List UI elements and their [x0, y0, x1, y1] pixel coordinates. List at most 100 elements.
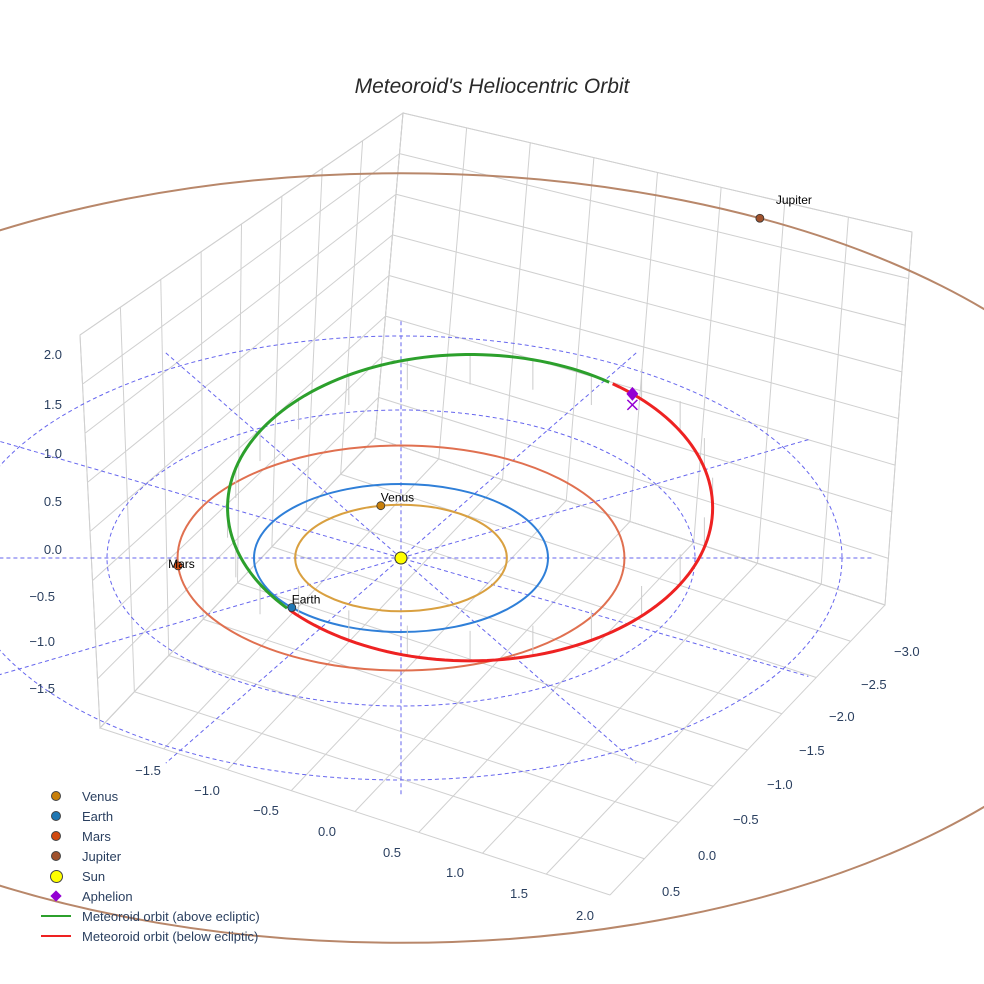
ecliptic-radial	[165, 352, 637, 764]
x-tick-label: 1.0	[446, 865, 464, 880]
legend-label: Earth	[82, 808, 114, 824]
x-stroke	[626, 399, 638, 411]
gridline	[374, 437, 886, 606]
planet-label-venus: Venus	[381, 491, 414, 505]
legend-label: Meteoroid orbit (above ecliptic)	[82, 908, 260, 924]
y-tick-label: −2.5	[861, 677, 887, 692]
legend-item[interactable]: Sun	[40, 866, 260, 886]
legend-label: Aphelion	[82, 888, 133, 904]
legend: Venus Earth Mars Jupiter Sun Aphelion Meteoroi…	[40, 786, 260, 946]
orbit-jupiter	[0, 172, 984, 944]
legend-item[interactable]: Jupiter	[40, 846, 260, 866]
gridline	[820, 217, 849, 585]
gridline	[757, 202, 786, 564]
gridline	[271, 546, 783, 715]
gridline	[545, 583, 822, 875]
ecliptic-radial	[0, 440, 809, 677]
aphelion-marker	[626, 386, 639, 401]
legend-item[interactable]: Meteoroid orbit (below ecliptic)	[40, 926, 260, 946]
planet-mars	[173, 561, 183, 571]
orbit-mars	[176, 444, 626, 672]
legend-label: Jupiter	[82, 848, 122, 864]
ecliptic-radial	[165, 352, 637, 764]
gridline	[693, 187, 722, 543]
y-tick-label: −0.5	[733, 812, 759, 827]
legend-symbol-diamond-icon	[40, 890, 72, 902]
legend-item[interactable]: Aphelion	[40, 886, 260, 906]
x-tick-label: 1.5	[510, 886, 528, 901]
z-tick-label: 0.5	[44, 494, 62, 509]
planet-label-mars: Mars	[168, 557, 195, 571]
gridline	[392, 234, 903, 373]
gridline	[271, 196, 283, 547]
meteoroid-orbit-below	[288, 382, 715, 663]
legend-label: Sun	[82, 868, 106, 884]
planet-venus	[376, 501, 386, 511]
legend-item[interactable]: Mars	[40, 826, 260, 846]
z-tick-label: 2.0	[44, 347, 62, 362]
legend-item[interactable]: Earth	[40, 806, 260, 826]
gridline	[354, 521, 631, 812]
z-tick-label: 0.0	[44, 542, 62, 557]
aphelion-projection-x	[626, 399, 638, 411]
gridline	[374, 112, 404, 439]
gridline	[305, 168, 323, 511]
gridline	[84, 193, 397, 434]
legend-item[interactable]: Venus	[40, 786, 260, 806]
gridline	[89, 275, 390, 532]
x-tick-label: 0.0	[318, 824, 336, 839]
legend-symbol-line-icon	[40, 915, 72, 917]
y-tick-label: −1.5	[799, 743, 825, 758]
z-tick-label: −0.5	[29, 589, 55, 604]
gridline	[609, 604, 886, 896]
legend-symbol-dot-icon	[40, 811, 72, 821]
x-tick-label: 0.5	[383, 845, 401, 860]
legend-symbol-dot-icon	[40, 791, 72, 801]
x-tick-label: −0.5	[253, 803, 279, 818]
gridline	[884, 231, 913, 606]
planet-jupiter	[755, 213, 765, 223]
legend-item[interactable]: Meteoroid orbit (above ecliptic)	[40, 906, 260, 926]
y-tick-label: −2.0	[829, 709, 855, 724]
gridline	[87, 234, 393, 483]
chart-title: Meteoroid's Heliocentric Orbit	[354, 75, 630, 98]
y-tick-label: −1.0	[767, 777, 793, 792]
gridline	[402, 112, 913, 233]
legend-label: Meteoroid orbit (below ecliptic)	[82, 928, 259, 944]
gridline	[82, 153, 400, 385]
legend-symbol-dot-icon	[40, 851, 72, 861]
sun-marker	[394, 551, 408, 565]
ecliptic-radial	[0, 439, 809, 676]
orbit-venus	[294, 503, 508, 613]
legend-symbol-dot-icon	[40, 831, 72, 841]
meteoroid-orbit-above	[226, 353, 610, 610]
gridline	[79, 112, 404, 336]
y-tick-label: 0.5	[662, 884, 680, 899]
y-tick-label: −3.0	[894, 644, 920, 659]
gridline	[306, 510, 817, 678]
planet-earth	[287, 603, 297, 612]
gridline	[388, 275, 899, 419]
planet-label-earth: Earth	[292, 593, 321, 607]
legend-symbol-line-icon	[40, 935, 72, 937]
z-tick-label: 1.0	[44, 446, 62, 461]
gridline	[482, 562, 758, 854]
x-tick-label: 2.0	[576, 908, 594, 923]
z-tick-label: −1.0	[29, 634, 55, 649]
gridline	[418, 542, 695, 833]
z-tick-label: 1.5	[44, 397, 62, 412]
legend-label: Venus	[82, 788, 119, 804]
planet-label-jupiter: Jupiter	[776, 193, 812, 207]
x-tick-label: −1.0	[194, 783, 220, 798]
back-wall	[374, 112, 913, 606]
gridline	[395, 193, 906, 326]
orbit-earth	[253, 483, 549, 633]
legend-label: Mars	[82, 828, 111, 844]
y-tick-label: 0.0	[698, 848, 716, 863]
gridline	[340, 140, 364, 475]
legend-symbol-sun-icon	[40, 869, 72, 883]
x-tick-label: −1.5	[135, 763, 161, 778]
z-tick-label: −1.5	[29, 681, 55, 696]
